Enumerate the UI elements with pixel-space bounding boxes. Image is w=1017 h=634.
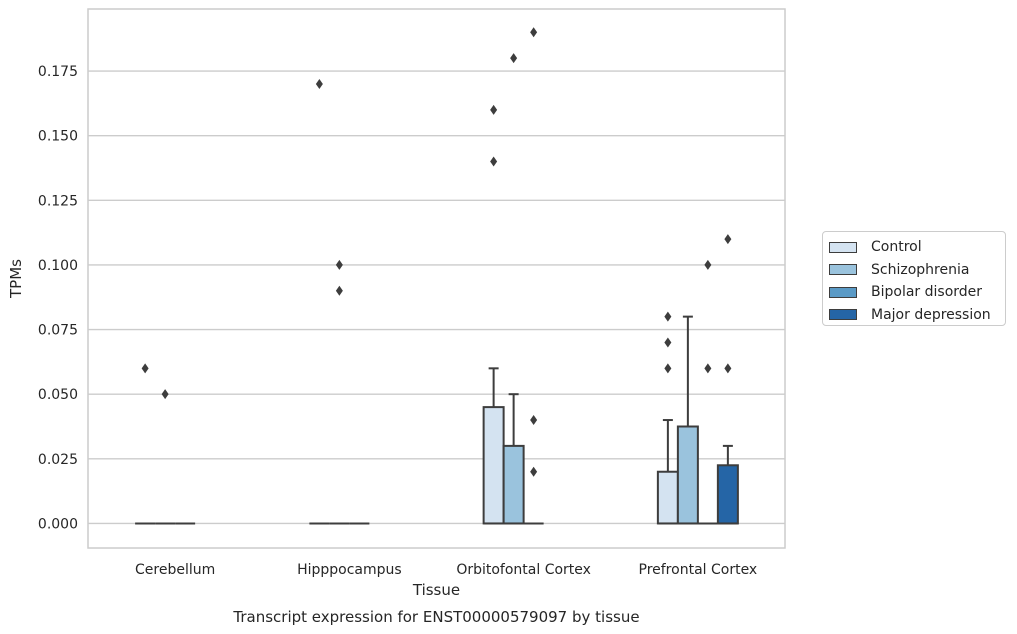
y-tick-label: 0.125 <box>38 193 78 209</box>
y-tick-label: 0.050 <box>38 387 78 403</box>
outlier-point <box>724 363 732 374</box>
y-tick-label: 0.175 <box>38 64 78 80</box>
y-tick-label: 0.025 <box>38 452 78 468</box>
box-bipolar-disorder <box>697 259 718 525</box>
legend-label: Bipolar disorder <box>871 284 983 301</box>
x-tick-labels: Cerebellum Hipppocampus Orbitofontal Corte… <box>135 562 757 578</box>
outlier-point <box>664 337 672 348</box>
box-major-depression <box>716 234 739 525</box>
legend-item: Major depression <box>829 304 1005 327</box>
outlier-point <box>490 104 498 115</box>
x-axis-title: Tissue <box>412 581 460 599</box>
outlier-point <box>530 27 538 38</box>
y-gridlines <box>88 70 785 525</box>
outlier-point <box>724 234 732 245</box>
legend-swatch <box>829 309 857 321</box>
outlier-point <box>335 259 343 270</box>
y-axis-title: TPMs <box>7 259 25 299</box>
legend-label: Schizophrenia <box>871 261 970 278</box>
box-body <box>502 444 525 525</box>
outlier-point <box>530 415 538 426</box>
outlier-point <box>704 363 712 374</box>
outlier-point <box>510 53 518 64</box>
plot-area <box>135 27 739 525</box>
outlier-point <box>704 259 712 270</box>
outlier-point <box>161 389 169 400</box>
legend-swatch <box>829 286 857 298</box>
legend-label: Major depression <box>871 306 991 323</box>
outlier-point <box>335 285 343 296</box>
legend-item: Control <box>829 236 1005 259</box>
box-schizophrenia <box>329 259 350 525</box>
box-schizophrenia <box>676 315 699 525</box>
legend-swatch <box>829 264 857 276</box>
box-body <box>716 464 739 525</box>
box-control <box>482 104 505 525</box>
legend-label: Control <box>871 239 922 256</box>
x-tick-label: Prefrontal Cortex <box>639 562 758 578</box>
box-control <box>656 311 679 525</box>
box-body <box>482 406 505 525</box>
legend-item: Schizophrenia <box>829 259 1005 282</box>
box-schizophrenia <box>155 389 176 525</box>
outlier-point <box>530 466 538 477</box>
outlier-point <box>490 156 498 167</box>
outlier-point <box>141 363 149 374</box>
y-tick-label: 0.000 <box>38 516 78 532</box>
y-tick-label: 0.100 <box>38 258 78 274</box>
x-tick-label: Cerebellum <box>135 562 215 578</box>
outlier-point <box>664 311 672 322</box>
box-body <box>676 425 699 525</box>
box-bipolar-disorder <box>523 27 544 525</box>
x-tick-label: Hipppocampus <box>297 562 402 578</box>
plot-frame <box>87 8 786 549</box>
outlier-point <box>664 363 672 374</box>
chart-title: Transcript expression for ENST0000057909… <box>232 608 639 626</box>
y-tick-label: 0.075 <box>38 323 78 339</box>
x-tick-label: Orbitofontal Cortex <box>456 562 591 578</box>
y-tick-labels: 0.000 0.025 0.050 0.075 0.100 0.125 0.150 0.175 <box>38 64 78 532</box>
outlier-point <box>315 78 323 89</box>
legend-item: Bipolar disorder <box>829 281 1005 304</box>
box-body <box>656 470 679 525</box>
legend-swatch <box>829 241 857 253</box>
box-control <box>135 363 156 525</box>
box-control <box>309 78 330 525</box>
y-tick-label: 0.150 <box>38 129 78 145</box>
box-schizophrenia <box>502 53 525 525</box>
legend: Control Schizophrenia Bipolar disorder Majo… <box>822 231 1006 326</box>
